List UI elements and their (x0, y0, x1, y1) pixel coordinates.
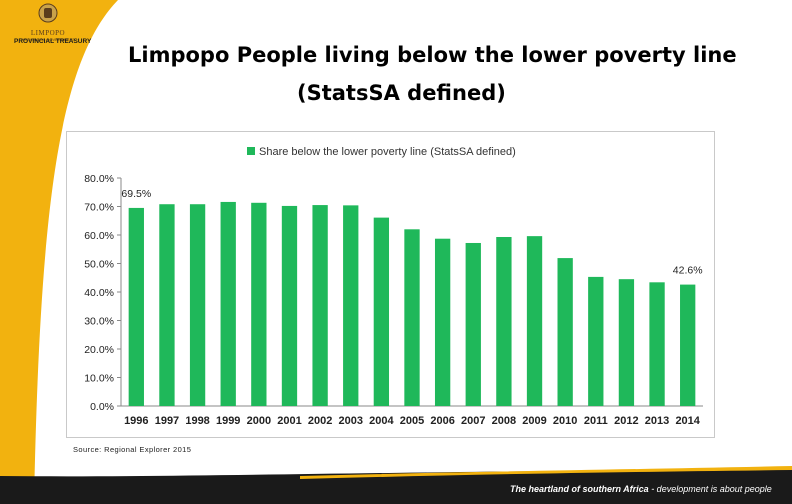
bar (434, 238, 451, 406)
bar (159, 204, 175, 406)
x-tick-label: 2004 (369, 415, 394, 427)
x-tick-label: 1998 (185, 415, 209, 427)
bar (618, 279, 635, 406)
x-tick-label: 1999 (216, 415, 240, 427)
y-tick-label: 30.0% (84, 316, 114, 328)
footer-tagline-bold: The heartland of southern Africa (510, 484, 649, 494)
coat-of-arms-icon (38, 3, 58, 23)
bar (404, 229, 420, 406)
y-tick-label: 0.0% (90, 401, 114, 413)
x-tick-label: 2014 (675, 415, 700, 427)
bar (312, 205, 328, 406)
bar (526, 236, 543, 406)
x-tick-label: 2008 (492, 415, 516, 427)
bar (343, 205, 359, 406)
department-label: PROVINCIAL TREASURY (14, 38, 92, 45)
bar (220, 201, 236, 406)
footer-tagline-rest: - development is about people (648, 484, 772, 494)
x-tick-label: 2009 (522, 415, 546, 427)
footer-band (0, 470, 792, 504)
x-tick-label: 2003 (338, 415, 362, 427)
x-tick-label: 2013 (645, 415, 669, 427)
y-tick-label: 40.0% (84, 287, 114, 299)
title-line-2: (StatsSA defined) (297, 81, 506, 105)
x-tick-label: 1996 (124, 415, 148, 427)
x-tick-label: 1997 (155, 415, 179, 427)
x-tick-label: 2012 (614, 415, 638, 427)
bar (680, 284, 696, 406)
legend-swatch (247, 147, 255, 155)
legend-label: Share below the lower poverty line (Stat… (259, 146, 516, 158)
limpopo-logo: LIMPOPO PROVINCIAL GOVERNMENT (8, 2, 88, 52)
x-tick-label: 2005 (400, 415, 424, 427)
bar-chart: Share below the lower poverty line (Stat… (84, 146, 703, 427)
footer-tagline: The heartland of southern Africa - devel… (510, 484, 772, 494)
y-tick-label: 10.0% (84, 373, 114, 385)
x-tick-label: 2007 (461, 415, 485, 427)
title-line-1: Limpopo People living below the lower po… (128, 43, 737, 67)
bar (281, 205, 298, 406)
source-note: Source: Regional Explorer 2015 (73, 445, 192, 454)
bar (465, 242, 481, 406)
y-tick-label: 70.0% (84, 202, 114, 214)
y-tick-label: 60.0% (84, 230, 114, 242)
x-tick-label: 2002 (308, 415, 332, 427)
data-label: 69.5% (121, 188, 151, 200)
logo-name: LIMPOPO (30, 29, 66, 37)
x-tick-label: 2010 (553, 415, 577, 427)
x-tick-label: 2006 (430, 415, 454, 427)
bar (496, 236, 512, 406)
x-tick-label: 2000 (247, 415, 271, 427)
x-tick-label: 2011 (584, 415, 608, 427)
data-label: 42.6% (673, 265, 703, 277)
bar (588, 276, 604, 406)
bar (373, 217, 390, 406)
bar (251, 202, 267, 406)
chart-frame: Share below the lower poverty line (Stat… (66, 131, 715, 438)
x-tick-label: 2001 (277, 415, 301, 427)
bar (189, 204, 206, 406)
y-tick-label: 80.0% (84, 173, 114, 185)
y-tick-label: 20.0% (84, 344, 114, 356)
bar (557, 258, 573, 406)
footer-gold-edge (300, 466, 792, 479)
gold-swoosh (0, 0, 118, 504)
y-tick-label: 50.0% (84, 259, 114, 271)
bar (128, 207, 144, 406)
logo-subtitle: PROVINCIAL GOVERNMENT (21, 37, 75, 42)
bar (649, 282, 665, 406)
